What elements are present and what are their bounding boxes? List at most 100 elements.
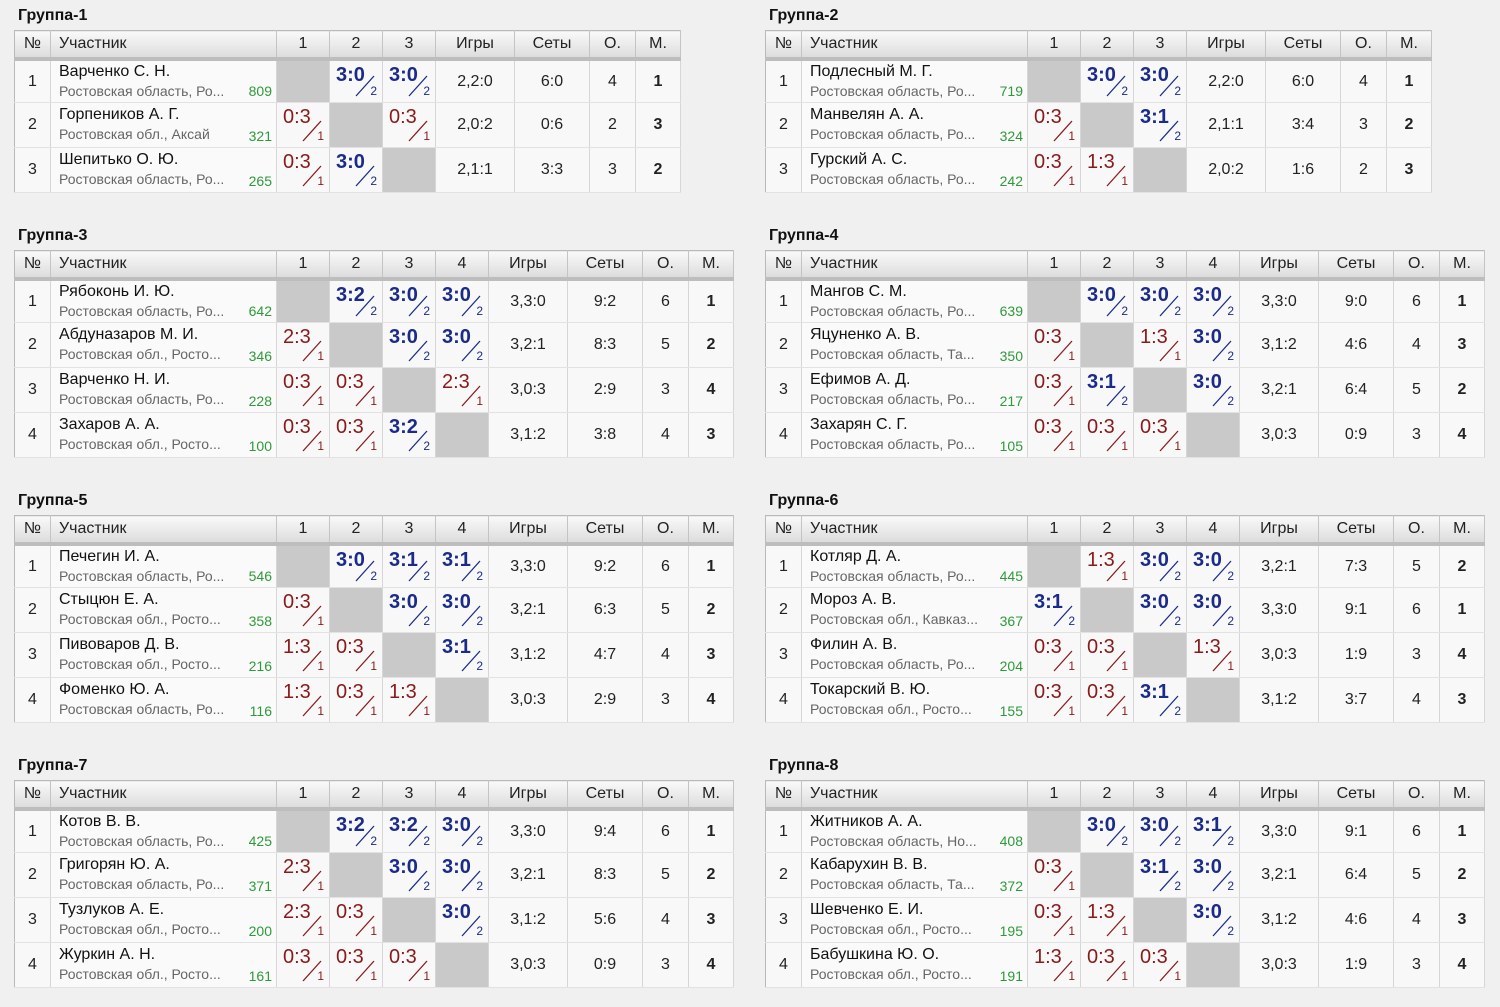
match-score-cell[interactable]: 3:1 2 (1027, 587, 1081, 633)
match-score-cell[interactable]: 2:3 1 (276, 322, 330, 368)
header-num[interactable]: № (765, 250, 802, 280)
header-games[interactable]: Игры (1239, 250, 1319, 280)
header-place[interactable]: М. (1439, 515, 1485, 545)
player-cell[interactable]: Печегин И. А. Ростовская область, Ро... 54… (50, 542, 277, 588)
header-points[interactable]: О. (1393, 515, 1440, 545)
match-score[interactable]: 0:3 (1087, 416, 1115, 438)
player-cell[interactable]: Журкин А. Н. Ростовская обл., Росто... 161 (50, 942, 277, 988)
match-score[interactable]: 0:3 (1087, 681, 1115, 703)
header-place[interactable]: М. (688, 250, 734, 280)
match-score[interactable]: 3:1 (1193, 814, 1222, 836)
header-opponent-3[interactable]: 3 (382, 30, 436, 60)
header-opponent-1[interactable]: 1 (1027, 515, 1081, 545)
match-score-cell[interactable]: 0:3 1 (1080, 942, 1134, 988)
match-score[interactable]: 2:3 (442, 371, 470, 393)
match-score-cell[interactable]: 1:3 1 (1080, 147, 1134, 193)
match-score[interactable]: 0:3 (283, 106, 311, 128)
player-name[interactable]: Котов В. В. (59, 812, 141, 830)
match-score[interactable]: 3:0 (1193, 371, 1222, 393)
player-name[interactable]: Гурский А. С. (810, 151, 908, 168)
header-place[interactable]: М. (688, 780, 734, 810)
match-score-cell[interactable]: 3:0 2 (435, 322, 489, 368)
match-score[interactable]: 3:0 (1087, 284, 1116, 306)
header-games[interactable]: Игры (1239, 515, 1319, 545)
header-participant[interactable]: Участник (50, 515, 277, 545)
match-score[interactable]: 0:3 (283, 151, 311, 173)
table-row[interactable]: 4 Журкин А. Н. Ростовская обл., Росто... 16… (14, 942, 734, 988)
header-opponent-2[interactable]: 2 (329, 30, 383, 60)
match-score-cell[interactable]: 0:3 1 (276, 942, 330, 988)
match-score-cell[interactable]: 3:0 2 (1133, 587, 1187, 633)
match-score-cell[interactable]: 3:2 2 (329, 807, 383, 853)
match-score-cell[interactable]: 3:0 2 (1186, 897, 1240, 943)
match-score[interactable]: 1:3 (1087, 901, 1115, 923)
match-score-cell[interactable]: 0:3 1 (276, 367, 330, 413)
player-name[interactable]: Ефимов А. Д. (810, 371, 911, 388)
match-score[interactable]: 2:3 (283, 901, 311, 923)
header-place[interactable]: М. (635, 30, 681, 60)
player-cell[interactable]: Котов В. В. Ростовская область, Ро... 425 (50, 807, 277, 853)
header-sets[interactable]: Сеты (1318, 515, 1394, 545)
player-cell[interactable]: Рябоконь И. Ю. Ростовская область, Ро... 6… (50, 277, 277, 323)
match-score-cell[interactable]: 2:3 1 (276, 852, 330, 898)
table-row[interactable]: 3 Тузлуков А. Е. Ростовская обл., Росто...… (14, 897, 734, 943)
header-place[interactable]: М. (1439, 780, 1485, 810)
match-score[interactable]: 3:2 (389, 814, 418, 836)
match-score-cell[interactable]: 0:3 1 (276, 147, 330, 193)
header-sets[interactable]: Сеты (567, 250, 643, 280)
header-opponent-1[interactable]: 1 (1027, 250, 1081, 280)
match-score[interactable]: 3:0 (442, 591, 471, 613)
header-games[interactable]: Игры (488, 780, 568, 810)
player-name[interactable]: Стыцюн Е. А. (59, 591, 159, 608)
player-cell[interactable]: Мангов С. М. Ростовская область, Ро... 639 (801, 277, 1028, 323)
match-score[interactable]: 3:1 (1140, 856, 1169, 878)
match-score[interactable]: 3:0 (336, 151, 365, 173)
match-score[interactable]: 1:3 (1140, 326, 1168, 348)
table-row[interactable]: 1 Подлесный М. Г. Ростовская область, Ро..… (765, 57, 1432, 103)
table-row[interactable]: 4 Захаров А. А. Ростовская обл., Росто... 1… (14, 412, 734, 458)
player-name[interactable]: Тузлуков А. Е. (59, 901, 165, 918)
player-name[interactable]: Котляр Д. А. (810, 547, 902, 565)
table-row[interactable]: 2 Горпеников А. Г. Ростовская обл., Аксай 3… (14, 102, 681, 148)
player-cell[interactable]: Стыцюн Е. А. Ростовская обл., Росто... 358 (50, 587, 277, 633)
header-opponent-4[interactable]: 4 (435, 515, 489, 545)
match-score-cell[interactable]: 3:0 2 (1133, 277, 1187, 323)
table-row[interactable]: 3 Шепитько О. Ю. Ростовская область, Ро...… (14, 147, 681, 193)
header-opponent-3[interactable]: 3 (1133, 780, 1187, 810)
match-score[interactable]: 3:0 (442, 284, 471, 306)
player-name[interactable]: Григорян Ю. А. (59, 856, 170, 873)
player-name[interactable]: Варченко С. Н. (59, 62, 171, 80)
match-score[interactable]: 3:0 (1193, 284, 1222, 306)
player-name[interactable]: Кабарухин В. В. (810, 856, 928, 873)
header-opponent-2[interactable]: 2 (329, 515, 383, 545)
match-score-cell[interactable]: 0:3 1 (329, 632, 383, 678)
match-score[interactable]: 3:2 (336, 284, 365, 306)
header-opponent-1[interactable]: 1 (1027, 30, 1081, 60)
header-points[interactable]: О. (642, 250, 689, 280)
match-score-cell[interactable]: 1:3 1 (1133, 322, 1187, 368)
match-score-cell[interactable]: 3:1 2 (1133, 852, 1187, 898)
player-cell[interactable]: Подлесный М. Г. Ростовская область, Ро...… (801, 57, 1028, 103)
match-score-cell[interactable]: 0:3 1 (329, 412, 383, 458)
header-opponent-3[interactable]: 3 (382, 250, 436, 280)
match-score-cell[interactable]: 0:3 1 (1027, 367, 1081, 413)
header-opponent-2[interactable]: 2 (329, 250, 383, 280)
match-score[interactable]: 3:0 (1140, 814, 1169, 836)
match-score[interactable]: 3:1 (1140, 681, 1169, 703)
table-row[interactable]: 2 Григорян Ю. А. Ростовская область, Ро...… (14, 852, 734, 898)
match-score-cell[interactable]: 0:3 1 (329, 897, 383, 943)
match-score-cell[interactable]: 0:3 1 (276, 412, 330, 458)
match-score-cell[interactable]: 3:1 2 (1080, 367, 1134, 413)
header-num[interactable]: № (765, 30, 802, 60)
match-score-cell[interactable]: 3:0 2 (1133, 542, 1187, 588)
player-name[interactable]: Мангов С. М. (810, 282, 907, 300)
match-score[interactable]: 0:3 (1034, 151, 1062, 173)
table-row[interactable]: 2 Мороз А. В. Ростовская обл., Кавказ... 36… (765, 587, 1485, 633)
header-num[interactable]: № (14, 30, 51, 60)
player-name[interactable]: Житников А. А. (810, 812, 923, 830)
match-score[interactable]: 0:3 (389, 106, 417, 128)
match-score[interactable]: 3:0 (442, 856, 471, 878)
header-num[interactable]: № (14, 250, 51, 280)
table-row[interactable]: 3 Шевченко Е. И. Ростовская обл., Росто...… (765, 897, 1485, 943)
player-cell[interactable]: Филин А. В. Ростовская область, Ро... 204 (801, 632, 1028, 678)
